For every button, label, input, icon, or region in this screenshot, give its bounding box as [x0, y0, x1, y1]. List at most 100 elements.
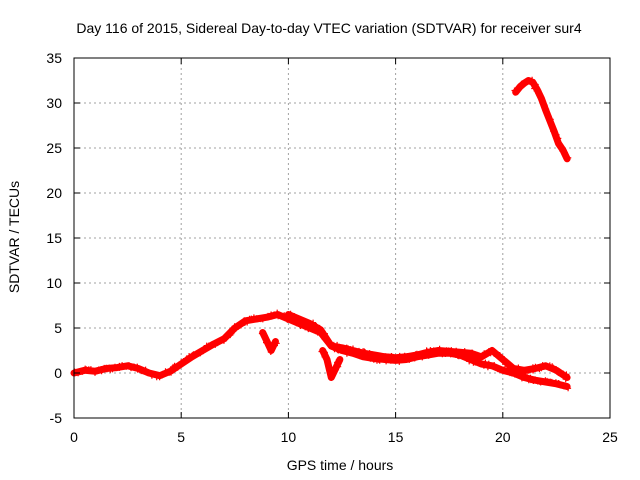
- data-point: [171, 362, 178, 369]
- data-point: [511, 87, 518, 94]
- data-point: [565, 385, 572, 392]
- y-tick-label: 20: [46, 185, 62, 201]
- y-tick-label: -5: [50, 410, 63, 426]
- data-point: [473, 351, 480, 358]
- data-point: [419, 351, 426, 358]
- data-point: [134, 366, 141, 373]
- data-point: [318, 328, 325, 335]
- x-tick-label: 0: [70, 429, 78, 445]
- data-point: [273, 340, 280, 347]
- data-point: [335, 363, 342, 370]
- data-point: [267, 349, 274, 355]
- data-point: [274, 309, 281, 316]
- x-tick-label: 25: [602, 429, 618, 445]
- data-point: [244, 319, 251, 326]
- data-point: [538, 94, 545, 101]
- data-point: [260, 332, 267, 339]
- tick-labels: 0 5 10 15 20 25 -5 0 5 10 15 20 25 30 35: [46, 50, 618, 445]
- data-point: [200, 345, 207, 352]
- data-point: [389, 353, 396, 360]
- plot-frame: [73, 57, 611, 419]
- data-point: [518, 375, 525, 382]
- data-point: [182, 356, 189, 363]
- data-point: [98, 368, 105, 375]
- data-point: [365, 352, 372, 359]
- data-point: [493, 351, 500, 357]
- data-point: [366, 350, 373, 357]
- data-point: [552, 379, 559, 386]
- data-point: [87, 366, 94, 373]
- data-point: [313, 322, 320, 329]
- x-tick-label: 5: [177, 429, 185, 445]
- data-point: [310, 319, 317, 326]
- data-point: [484, 364, 491, 371]
- data-point: [455, 350, 462, 357]
- data-point: [560, 382, 566, 389]
- data-point: [562, 149, 568, 156]
- data-point: [509, 365, 516, 372]
- data-point: [545, 113, 552, 120]
- data-point: [487, 348, 494, 354]
- y-tick-label: 35: [46, 50, 62, 66]
- data-point: [555, 135, 562, 142]
- data-point: [186, 353, 193, 359]
- chart-title: Day 116 of 2015, Sidereal Day-to-day VTE…: [76, 20, 581, 36]
- data-point: [335, 356, 342, 363]
- data-point: [538, 365, 545, 372]
- data-point: [515, 85, 522, 92]
- data-point: [563, 371, 570, 378]
- data-point: [327, 372, 334, 379]
- data-point: [529, 76, 536, 83]
- data-point: [400, 353, 407, 360]
- data-point: [543, 106, 550, 113]
- data-point: [149, 370, 156, 377]
- y-axis-label: SDTVAR / TECUs: [6, 181, 22, 293]
- data-point: [221, 337, 227, 344]
- data-point: [501, 356, 508, 363]
- data-point: [295, 317, 302, 324]
- data-point: [515, 364, 522, 371]
- data-point: [494, 366, 501, 373]
- x-tick-label: 15: [388, 429, 404, 445]
- data-point: [231, 323, 238, 330]
- data-point: [192, 351, 199, 358]
- data-point: [316, 324, 323, 331]
- data-point: [466, 358, 473, 365]
- data-point: [318, 348, 325, 355]
- data-point: [535, 90, 542, 96]
- data-point: [332, 366, 339, 373]
- data-point: [201, 346, 208, 353]
- data-point: [79, 368, 86, 375]
- data-point: [553, 366, 560, 372]
- data-point: [488, 363, 495, 370]
- data-point: [531, 85, 538, 92]
- y-tick-label: 30: [46, 95, 62, 111]
- data-point: [562, 376, 569, 383]
- data-points: [70, 76, 572, 392]
- data-point: [502, 361, 509, 368]
- data-point: [343, 344, 350, 351]
- data-point: [324, 356, 331, 363]
- data-point: [553, 131, 560, 138]
- series-upper-branch: [284, 310, 571, 383]
- x-tick-label: 10: [281, 429, 297, 445]
- data-point: [290, 313, 296, 320]
- axes: [73, 57, 611, 419]
- data-point: [78, 367, 85, 374]
- data-point: [159, 372, 166, 379]
- data-point: [550, 128, 557, 135]
- data-point: [557, 143, 564, 150]
- data-point: [541, 102, 548, 109]
- series-late-arc: [511, 76, 572, 163]
- data-point: [145, 369, 152, 376]
- data-point: [547, 116, 554, 123]
- data-point: [119, 363, 126, 369]
- data-point: [322, 330, 328, 337]
- data-point: [519, 80, 526, 87]
- data-point: [476, 354, 483, 361]
- data-point: [561, 383, 568, 390]
- series-dip-near-12h: [318, 347, 344, 381]
- data-point: [230, 328, 237, 335]
